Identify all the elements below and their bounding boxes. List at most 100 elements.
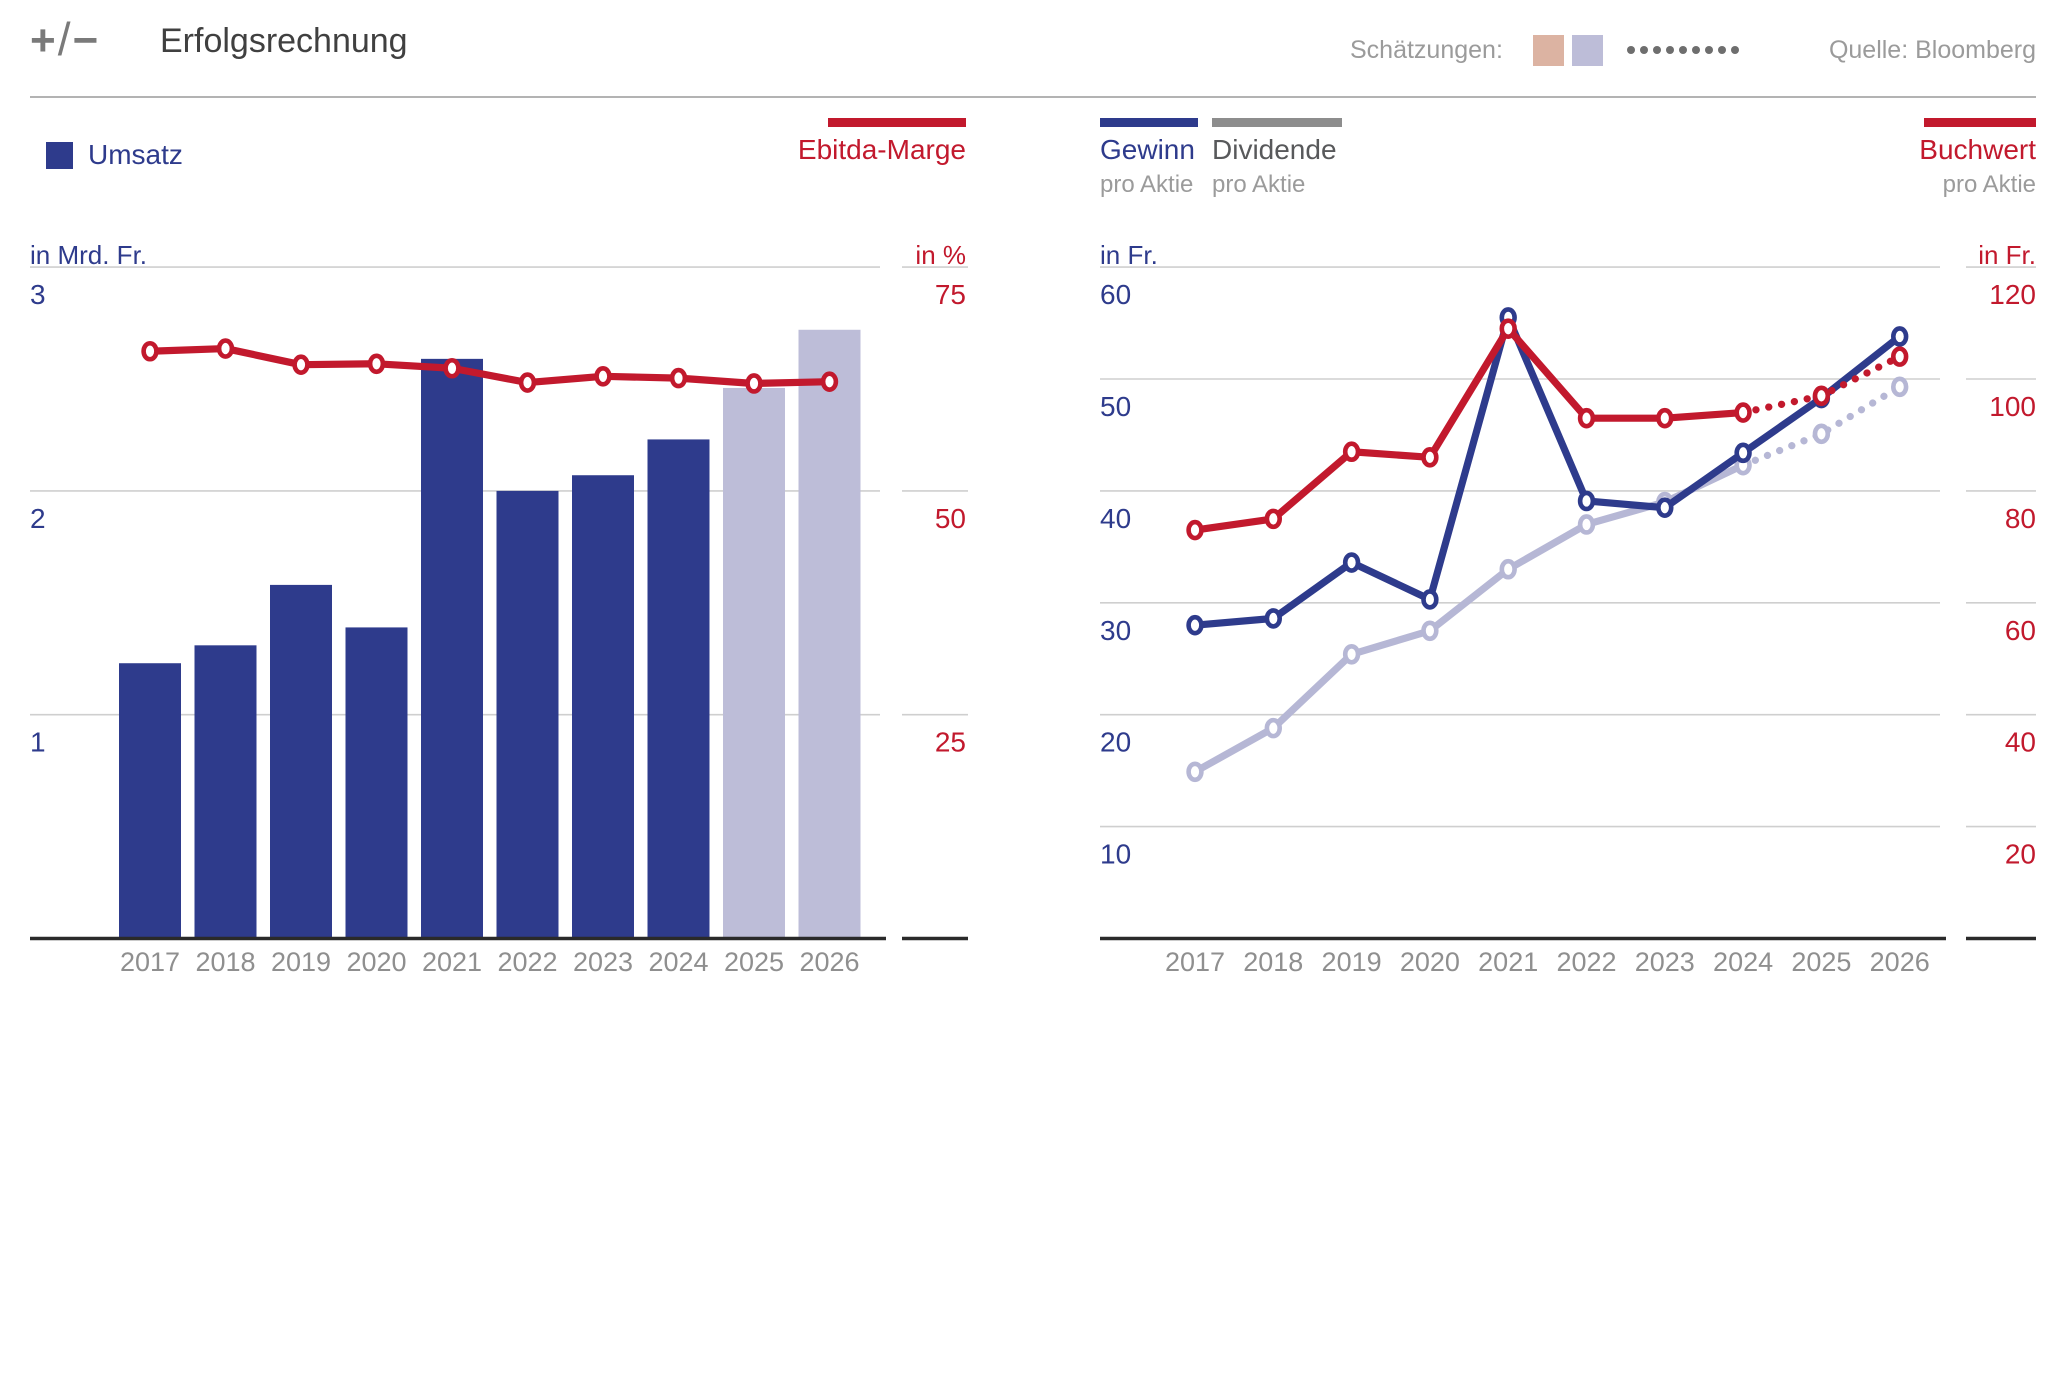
gewinn-line-swatch	[1100, 118, 1198, 127]
ebitda-marge-marker-2025	[745, 373, 763, 394]
year-label: 2018	[195, 947, 255, 977]
year-label: 2022	[497, 947, 557, 977]
estimate-dot-icon	[1665, 46, 1674, 54]
umsatz-bar-2026	[798, 329, 861, 939]
umsatz-bar-2018	[194, 645, 257, 939]
plus-minus-logo: +/−	[30, 12, 100, 66]
gewinn-sublabel: pro Aktie	[1100, 171, 1194, 198]
buchwert-pro-aktie-marker-2020	[1421, 447, 1439, 468]
buchwert-pro-aktie-marker-2022	[1577, 407, 1596, 429]
year-label: 2020	[346, 947, 406, 977]
estimate-dot-icon	[1717, 46, 1726, 54]
estimate-dot-icon	[1678, 46, 1687, 54]
year-label: 2022	[1556, 947, 1616, 977]
right-axis-tick: 20	[2005, 839, 2036, 870]
year-label: 2026	[799, 947, 859, 977]
umsatz-bar-2020	[345, 627, 408, 939]
estimate-swatch-tan	[1532, 34, 1564, 66]
umsatz-bar-2019	[270, 584, 332, 939]
umsatz-bar-2024	[647, 439, 710, 939]
gewinn-pro-aktie-marker-2024	[1734, 442, 1752, 464]
right-axis-tick: 25	[935, 727, 966, 758]
dividende-pro-aktie-marker-2026	[1890, 376, 1909, 398]
gewinn-pro-aktie-marker-2017	[1186, 614, 1204, 636]
dividende-pro-aktie-marker-2022	[1577, 514, 1596, 535]
left-axis-tick: 40	[1100, 503, 1131, 534]
buchwert-line-swatch	[1924, 118, 2036, 127]
left-axis-tick: 2	[30, 503, 46, 534]
gewinn-label: Gewinn	[1100, 134, 1195, 165]
estimate-dot-icon	[1626, 46, 1635, 54]
ebitda-marge-marker-2022	[518, 372, 537, 393]
year-label: 2026	[1870, 947, 1930, 977]
left-axis-unit: in Fr.	[1100, 240, 1158, 270]
left-axis-tick: 30	[1100, 615, 1131, 646]
gewinn-pro-aktie-marker-2020	[1421, 589, 1439, 610]
ebitda-marge-line	[149, 344, 830, 388]
umsatz-swatch	[46, 141, 73, 169]
year-label: 2019	[271, 947, 331, 977]
estimate-dot-icon	[1730, 46, 1739, 54]
left-axis-tick: 3	[30, 279, 46, 310]
buchwert-pro-aktie-marker-2023	[1656, 407, 1674, 429]
estimate-dotted-line-icon	[1626, 46, 1744, 54]
year-label: 2024	[1713, 947, 1773, 977]
legend-buchwert: Buchwert pro Aktie	[1919, 118, 2036, 199]
estimate-dot-icon	[1704, 46, 1713, 54]
gewinn-pro-aktie-marker-2026	[1890, 326, 1909, 347]
legend-umsatz: Umsatz	[46, 139, 183, 171]
year-label: 2020	[1400, 947, 1460, 977]
umsatz-bar-2021	[421, 358, 483, 939]
estimates-legend: Schätzungen:	[1350, 30, 1744, 70]
buchwert-pro-aktie-marker-2017	[1186, 519, 1204, 541]
right-axis-tick: 100	[1989, 391, 2036, 422]
buchwert-pro-aktie-line	[1194, 325, 1744, 534]
dividende-pro-aktie-marker-2021	[1499, 558, 1517, 580]
right-axis-unit: in %	[915, 240, 966, 270]
legend-dividende: Dividende pro Aktie	[1212, 118, 1342, 199]
left-axis-unit: in Mrd. Fr.	[30, 240, 147, 270]
dividende-line-swatch	[1212, 118, 1342, 127]
header-divider	[30, 96, 2036, 98]
dividende-sublabel: pro Aktie	[1212, 171, 1306, 198]
gewinn-pro-aktie-marker-2023	[1656, 497, 1674, 518]
ebitda-marge-marker-2018	[216, 338, 235, 359]
estimate-swatch-lavender	[1571, 34, 1603, 66]
ebitda-marge-marker-2023	[594, 366, 612, 387]
year-label: 2017	[1165, 947, 1225, 977]
dividende-pro-aktie-line-estimate	[1739, 383, 1904, 469]
right-axis-tick: 80	[2005, 503, 2036, 534]
buchwert-pro-aktie-marker-2018	[1264, 508, 1283, 530]
year-label: 2021	[422, 947, 482, 977]
right-axis-tick: 50	[935, 503, 966, 534]
left-axis-tick: 10	[1100, 839, 1131, 870]
gewinn-pro-aktie-marker-2019	[1342, 552, 1361, 573]
logo-slash-icon: /	[57, 13, 73, 65]
year-label: 2017	[120, 947, 180, 977]
ebitda-marge-marker-2026	[820, 371, 839, 392]
buchwert-pro-aktie-marker-2025	[1812, 385, 1831, 407]
right-axis-tick: 75	[935, 279, 966, 310]
legend-ebitda-marge: Ebitda-Marge	[798, 118, 966, 166]
year-label: 2024	[648, 947, 708, 977]
year-label: 2025	[1791, 947, 1851, 977]
source-credit: Quelle: Bloomberg	[1828, 36, 2036, 64]
buchwert-pro-aktie-marker-2024	[1734, 402, 1752, 423]
estimates-label: Schätzungen:	[1350, 35, 1503, 64]
legend-gewinn: Gewinn pro Aktie	[1100, 118, 1198, 199]
right-axis-tick: 120	[1989, 279, 2036, 310]
year-label: 2019	[1322, 947, 1382, 977]
estimate-dot-icon	[1652, 46, 1661, 54]
ebitda-marge-marker-2020	[367, 353, 386, 375]
ebitda-marge-marker-2024	[669, 367, 688, 389]
umsatz-bar-2022	[496, 490, 559, 939]
buchwert-pro-aktie-marker-2021	[1499, 318, 1517, 339]
ebitda-label: Ebitda-Marge	[797, 134, 966, 165]
umsatz-bar-2025	[723, 387, 785, 939]
buchwert-label: Buchwert	[1919, 134, 2036, 165]
gewinn-pro-aktie-marker-2022	[1577, 490, 1596, 512]
left-axis-tick: 60	[1100, 279, 1131, 310]
gewinn-pro-aktie-line	[1194, 313, 1902, 629]
